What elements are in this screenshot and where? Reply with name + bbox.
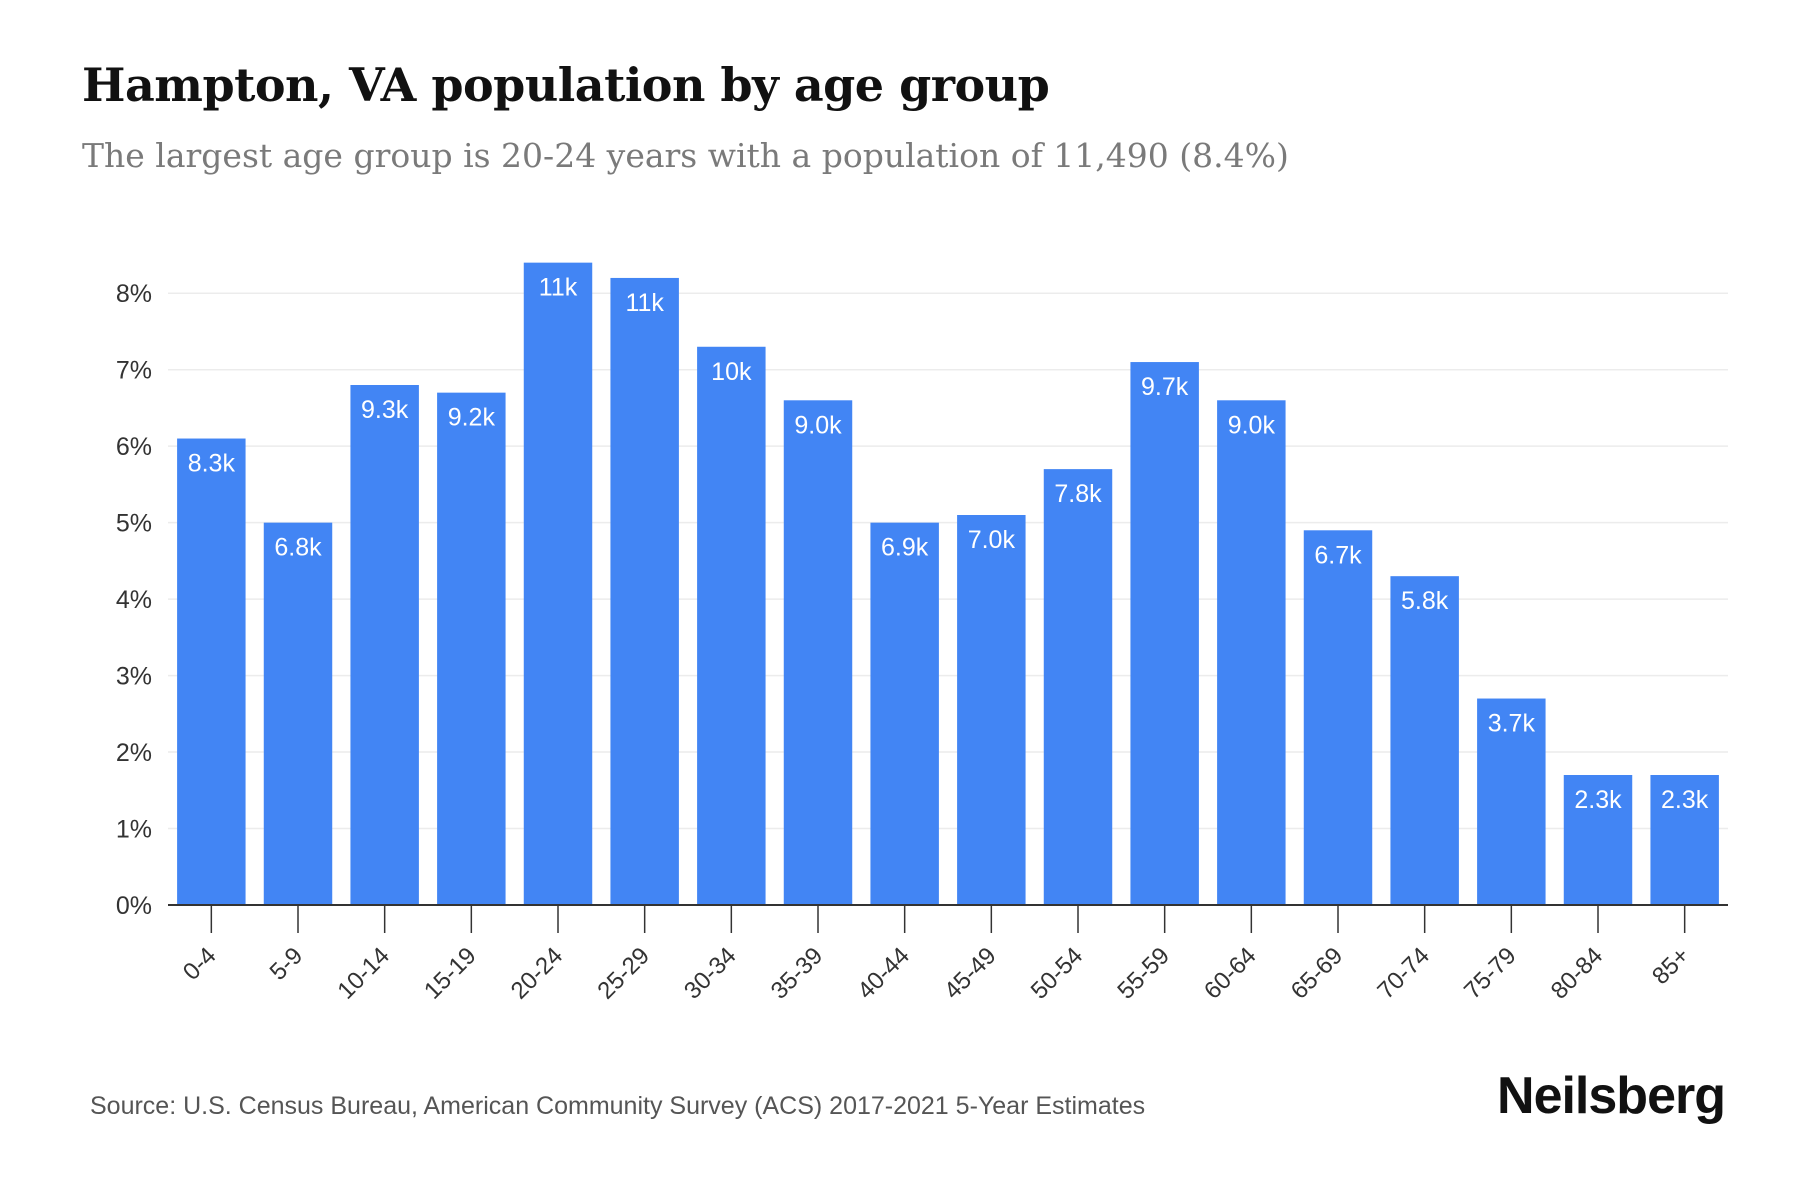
x-tick-label: 60-64 — [1199, 942, 1262, 1005]
data-label: 9.2k — [448, 404, 496, 432]
y-axis-ticks: 0% 1% 2% 3% 4% 5% 6% 7% 8% — [116, 280, 152, 920]
data-label: 11k — [539, 274, 578, 302]
bar-10-14 — [350, 385, 419, 905]
bar-20-24 — [523, 262, 593, 905]
bar-60-64 — [1217, 400, 1286, 905]
x-tick-label: 70-74 — [1372, 942, 1435, 1005]
x-tick-label: 25-29 — [592, 942, 655, 1005]
x-axis: 0-4 5-9 10-14 15-19 20-24 25-29 30-34 35-39 40-4… — [168, 904, 1728, 1005]
bar-40-44 — [870, 522, 939, 905]
data-label: 9.7k — [1141, 373, 1189, 401]
bar-50-54 — [1043, 469, 1113, 905]
y-tick-label: 0% — [116, 892, 152, 920]
bar-70-74 — [1390, 576, 1459, 905]
data-label: 9.3k — [361, 396, 409, 424]
x-tick-label: 55-59 — [1112, 942, 1175, 1005]
chart-subtitle: The largest age group is 20-24 years wit… — [82, 136, 1289, 175]
y-tick-label: 8% — [116, 280, 152, 308]
data-label: 8.3k — [188, 450, 236, 478]
data-label: 7.8k — [1054, 480, 1102, 508]
data-label: 11k — [625, 289, 664, 317]
x-tick-label: 75-79 — [1459, 942, 1522, 1005]
x-tick-label: 45-49 — [939, 942, 1002, 1005]
x-tick-label: 80-84 — [1546, 942, 1609, 1005]
bar-30-34 — [697, 346, 766, 905]
data-label: 5.8k — [1401, 587, 1449, 615]
bar-chart: 0% 1% 2% 3% 4% 5% 6% 7% 8% 8.3k 6.8k 9.3k 9.2k 11k 11… — [116, 262, 1728, 1005]
x-tick-label: 10-14 — [332, 942, 395, 1005]
bar-25-29 — [610, 277, 679, 905]
x-tick-label: 50-54 — [1026, 942, 1089, 1005]
y-tick-label: 1% — [116, 816, 152, 844]
data-label: 6.9k — [881, 534, 929, 562]
bar-0-4 — [177, 438, 246, 905]
brand-logo: Neilsberg — [1497, 1067, 1726, 1125]
data-label: 2.3k — [1574, 786, 1622, 814]
x-tick-label: 65-69 — [1286, 942, 1349, 1005]
bar-65-69 — [1303, 530, 1373, 905]
y-tick-label: 4% — [116, 586, 152, 614]
bars — [177, 262, 1719, 905]
bar-35-39 — [783, 400, 853, 905]
data-label: 6.7k — [1314, 541, 1362, 569]
data-labels: 8.3k 6.8k 9.3k 9.2k 11k 11k 10k 9.0k 6.9k 7.0k 7.8… — [188, 274, 1709, 814]
gridlines — [168, 292, 1728, 830]
bar-45-49 — [957, 515, 1026, 905]
data-label: 9.0k — [1228, 411, 1276, 439]
data-label: 6.8k — [274, 534, 322, 562]
data-label: 2.3k — [1661, 786, 1709, 814]
bar-55-59 — [1130, 362, 1199, 905]
data-label: 7.0k — [968, 526, 1016, 554]
x-tick-label: 40-44 — [852, 942, 915, 1005]
x-tick-label: 35-39 — [766, 942, 829, 1005]
x-tick-label: 5-9 — [265, 942, 309, 986]
bar-15-19 — [437, 392, 506, 905]
x-tick-label: 15-19 — [419, 942, 482, 1005]
data-label: 9.0k — [794, 411, 842, 439]
source-note: Source: U.S. Census Bureau, American Com… — [90, 1092, 1146, 1120]
y-tick-label: 2% — [116, 739, 152, 767]
chart-title: Hampton, VA population by age group — [82, 58, 1050, 112]
data-label: 10k — [711, 358, 752, 386]
y-tick-label: 3% — [116, 663, 152, 691]
y-tick-label: 7% — [116, 357, 152, 385]
bar-85+ — [1650, 775, 1719, 905]
bar-75-79 — [1477, 698, 1546, 905]
x-tick-label: 85+ — [1647, 942, 1695, 990]
x-tick-label: 0-4 — [178, 942, 222, 986]
bar-5-9 — [263, 522, 333, 905]
data-label: 3.7k — [1488, 710, 1536, 738]
y-tick-label: 6% — [116, 433, 152, 461]
y-tick-label: 5% — [116, 510, 152, 538]
x-tick-label: 30-34 — [679, 942, 742, 1005]
bar-80-84 — [1563, 775, 1633, 905]
x-tick-label: 20-24 — [506, 942, 569, 1005]
